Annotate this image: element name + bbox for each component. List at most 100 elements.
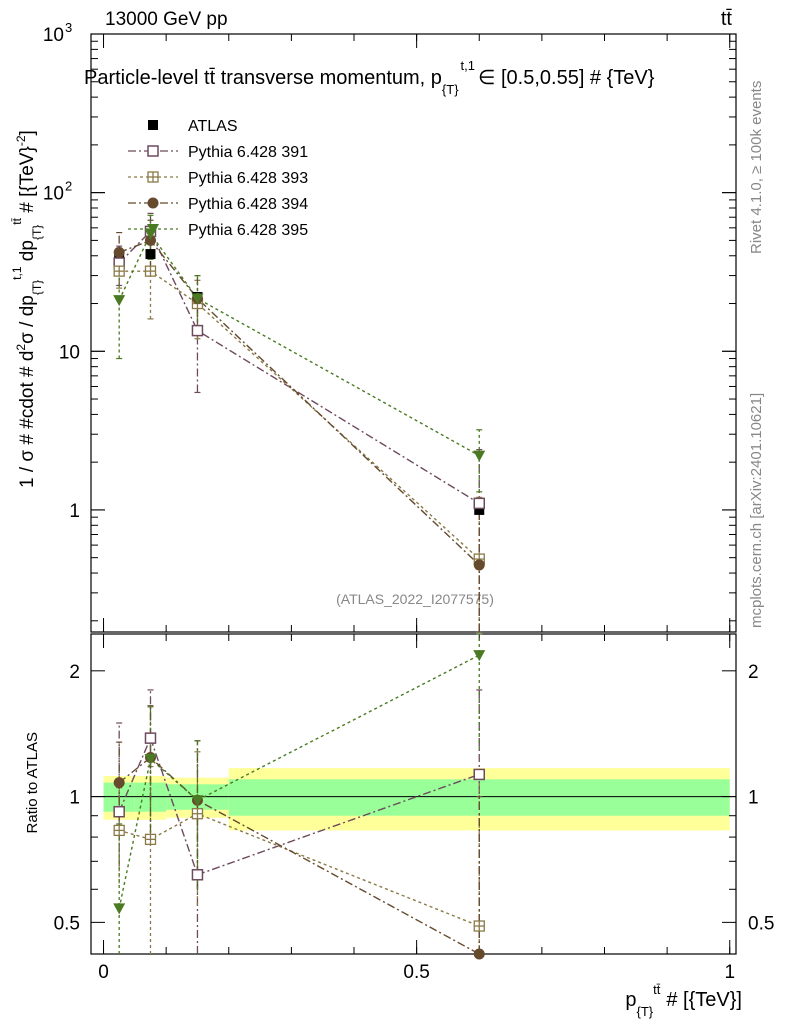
marker-triangle	[473, 650, 486, 662]
ratio-series-line	[118, 756, 480, 955]
ratio-y-tick-label-left: 2	[69, 662, 80, 683]
marker-circle	[113, 246, 125, 258]
ratio-marker	[113, 805, 125, 818]
marker-square	[144, 732, 157, 744]
marker-square	[191, 324, 204, 337]
marker-square	[473, 497, 486, 510]
marker-triangle	[191, 795, 204, 807]
legend-label: Pythia 6.428 394	[188, 196, 308, 213]
legend-marker	[147, 197, 159, 209]
marker-triangle	[144, 754, 157, 766]
marker-filled-square	[148, 120, 158, 130]
ratio-y-tick-label-right: 1	[748, 788, 759, 809]
legend-entry: Pythia 6.428 393	[128, 170, 308, 187]
main-marker	[113, 265, 125, 277]
ratio-marker	[113, 777, 125, 789]
ratio-series-line	[118, 736, 480, 876]
ratio-y-tick-label-left: 1	[69, 788, 80, 809]
marker-triangle	[113, 295, 126, 307]
legend-label: Pythia 6.428 395	[188, 222, 308, 239]
main-marker	[191, 293, 204, 305]
energy-label: 13000 GeV pp	[105, 9, 228, 30]
ratio-marker	[191, 808, 204, 820]
legend-marker	[147, 224, 159, 235]
main-y-tick-label: 10	[59, 342, 80, 363]
ratio-marker	[473, 768, 486, 781]
main-marker	[473, 497, 486, 510]
ratio-marker	[473, 650, 486, 662]
main-y-tick-exponent: 2	[65, 179, 72, 194]
main-marker	[473, 450, 486, 462]
marker-circle	[473, 948, 485, 960]
main-series-line	[118, 239, 480, 566]
marker-circle	[144, 234, 156, 246]
main-marker	[113, 295, 126, 307]
x-tick-label: 0.5	[403, 962, 429, 983]
ratio-series-line	[118, 812, 480, 927]
legend-label: Pythia 6.428 393	[188, 170, 308, 187]
marker-triangle	[147, 224, 159, 235]
marker-triangle	[191, 293, 204, 305]
mcplots-label: mcplots.cern.ch [arXiv:2401.10621]	[748, 393, 765, 628]
ratio-y-axis-label: Ratio to ATLAS	[24, 732, 41, 833]
ratio-panel-frame	[90, 633, 737, 955]
marker-circle	[113, 777, 125, 789]
atlas-data-point	[145, 249, 156, 260]
legend-marker	[147, 171, 159, 183]
marker-filled-square	[474, 504, 485, 515]
ratio-marker	[113, 824, 125, 837]
ratio-marker	[473, 948, 485, 960]
ratio-marker	[144, 833, 157, 846]
atlas-data-point	[474, 504, 485, 515]
legend-entry: Pythia 6.428 391	[128, 144, 308, 161]
legend-entry: Pythia 6.428 394	[128, 196, 308, 213]
series-1	[116, 212, 483, 954]
main-panel-frame	[90, 33, 737, 633]
marker-square	[113, 805, 125, 818]
ratio-marker	[473, 920, 485, 932]
ratio-series-line	[118, 654, 480, 909]
main-marker	[191, 324, 204, 337]
plot-title-main: Particle-level tt̄ transverse momentum, …	[84, 67, 442, 89]
legend-label: Pythia 6.428 391	[188, 144, 308, 161]
marker-circle	[473, 559, 485, 571]
atlas-data	[114, 249, 485, 515]
main-series-line	[119, 270, 480, 560]
process-label: tt̄	[721, 8, 733, 30]
main-series-line	[118, 232, 480, 457]
main-y-axis-label: 1 / σ # #cdot # d2σ / dp{T}t,1 dp{T}tt̄ …	[10, 130, 44, 488]
legend: ATLAS Pythia 6.428 391 Pythia 6.428 393 Pyt…	[128, 118, 308, 239]
x-tick-label: 1	[724, 962, 735, 983]
legend-marker	[148, 120, 158, 130]
plot-title-sup: t,1	[461, 58, 475, 73]
ratio-marker	[191, 869, 204, 881]
ratio-marker	[144, 754, 157, 766]
plot-title-sub: {T}	[442, 82, 459, 97]
main-series-line	[118, 230, 480, 504]
ratio-marker	[191, 795, 204, 807]
marker-triangle	[113, 903, 126, 915]
marker-square	[473, 768, 486, 781]
plot-title: Particle-level tt̄ transverse momentum, …	[84, 58, 655, 97]
main-y-tick-label: 10	[43, 25, 64, 46]
legend-entry: Pythia 6.428 395	[128, 222, 308, 239]
series-markers-2	[113, 265, 485, 932]
ratio-y-tick-label-right: 0.5	[748, 913, 774, 934]
marker-square	[147, 145, 159, 157]
plot-title-tail: ∈ [0.5,0.55] # {TeV}	[478, 67, 655, 89]
marker-square	[191, 869, 204, 881]
main-y-tick-exponent: 3	[65, 20, 72, 35]
main-marker	[144, 265, 157, 277]
legend-marker	[147, 145, 159, 157]
legend-label: ATLAS	[188, 118, 238, 135]
main-marker	[473, 559, 485, 571]
x-axis-label: p{T}tt̄ # [{TeV}]	[625, 982, 742, 1019]
marker-triangle	[473, 450, 486, 462]
analysis-id: (ATLAS_2022_I2077575)	[336, 591, 494, 607]
main-marker	[144, 234, 156, 246]
ratio-y-tick-label-left: 0.5	[54, 913, 80, 934]
main-marker	[113, 246, 125, 258]
series-4	[116, 214, 483, 954]
ratio-marker	[113, 903, 126, 915]
